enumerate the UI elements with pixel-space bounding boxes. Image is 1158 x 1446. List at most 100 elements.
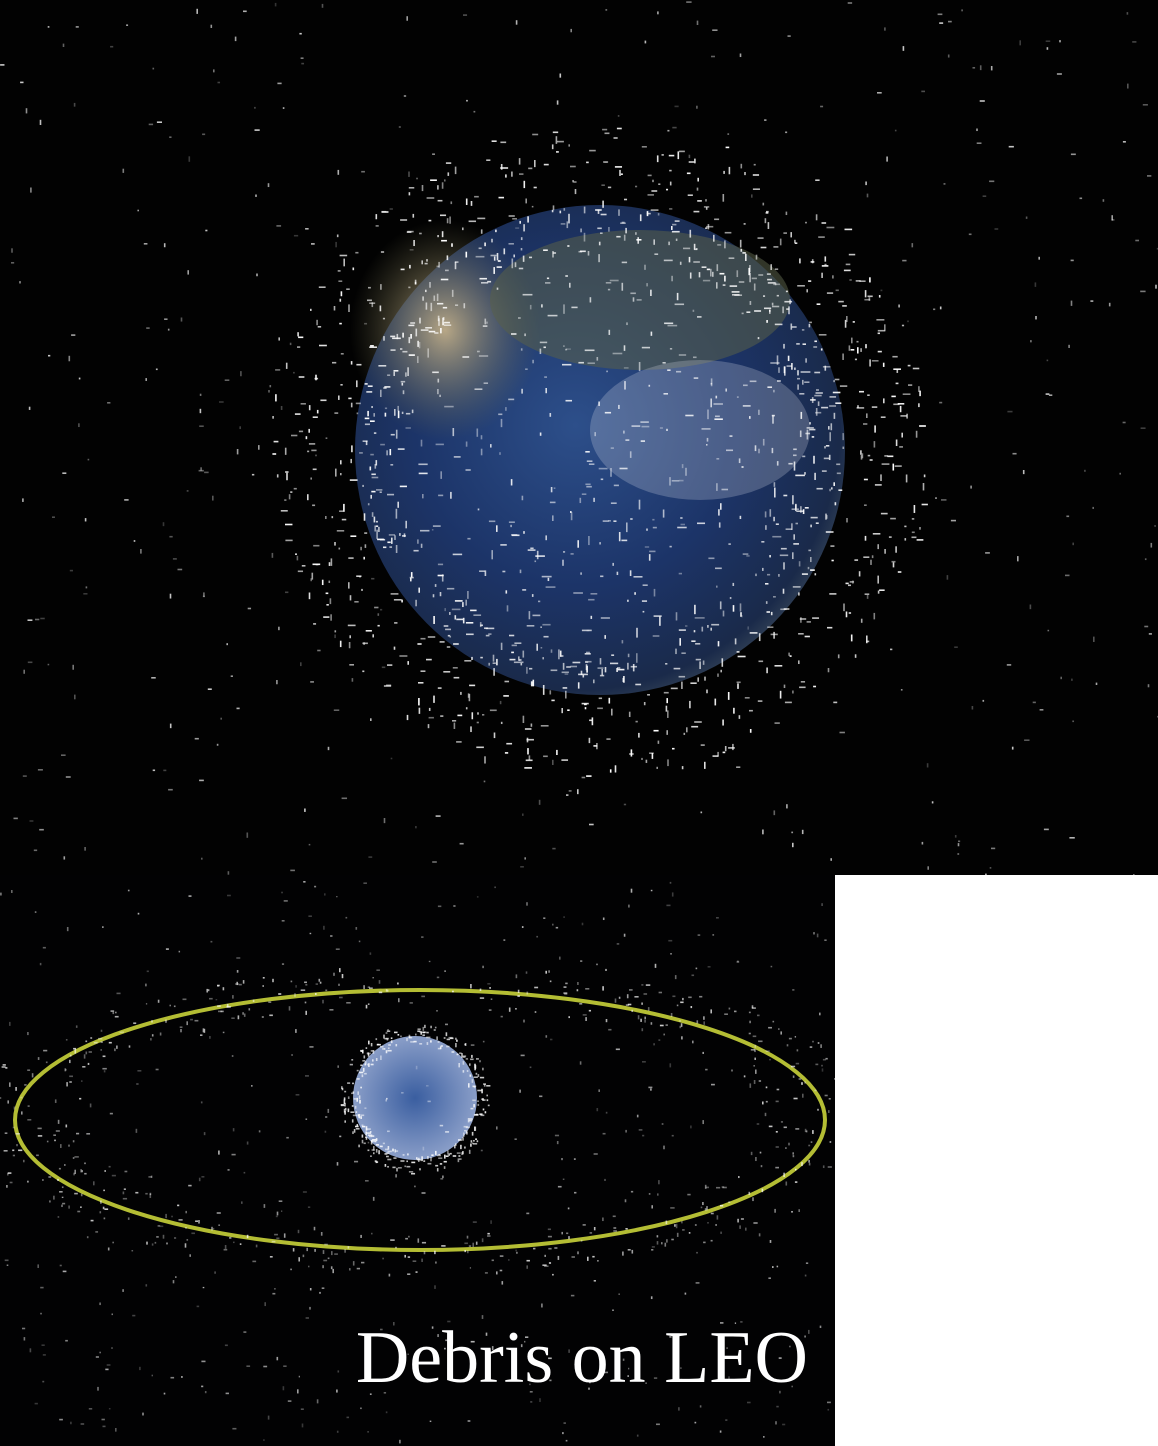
- debris: [340, 473, 342, 475]
- debris: [786, 804, 788, 808]
- debris: [900, 415, 907, 417]
- debris: [470, 610, 476, 612]
- debris: [493, 668, 495, 676]
- debris: [217, 1005, 221, 1007]
- debris: [750, 301, 752, 305]
- debris: [1012, 747, 1014, 750]
- debris: [677, 527, 687, 529]
- debris: [804, 381, 809, 383]
- debris: [829, 455, 831, 460]
- debris: [278, 993, 281, 995]
- debris: [679, 1020, 681, 1022]
- debris: [820, 1044, 822, 1048]
- debris: [308, 1206, 310, 1208]
- debris: [42, 1381, 44, 1383]
- debris: [612, 563, 614, 566]
- debris: [681, 682, 683, 689]
- debris: [589, 824, 594, 826]
- debris: [641, 984, 643, 986]
- debris: [429, 282, 431, 288]
- debris: [398, 448, 405, 450]
- debris: [155, 1242, 157, 1244]
- debris: [317, 1399, 319, 1403]
- debris: [611, 654, 614, 656]
- debris: [334, 709, 339, 711]
- debris: [68, 1206, 70, 1209]
- debris: [277, 474, 279, 477]
- debris: [293, 1248, 295, 1251]
- debris: [830, 858, 832, 861]
- debris: [813, 932, 815, 934]
- debris: [81, 1194, 83, 1197]
- debris: [47, 1141, 49, 1143]
- debris: [732, 744, 734, 750]
- debris: [136, 1129, 138, 1133]
- debris: [863, 556, 869, 558]
- debris: [716, 458, 719, 460]
- debris: [487, 983, 490, 985]
- debris: [597, 1108, 599, 1111]
- debris: [366, 1005, 368, 1009]
- debris: [429, 331, 436, 333]
- debris: [444, 970, 446, 971]
- debris: [628, 905, 630, 908]
- debris: [872, 360, 879, 362]
- debris: [73, 1157, 75, 1159]
- debris: [240, 1243, 242, 1245]
- debris: [388, 1044, 391, 1046]
- debris: [81, 1170, 83, 1172]
- debris: [570, 666, 577, 668]
- debris: [443, 317, 445, 320]
- debris: [634, 576, 643, 578]
- debris: [133, 1022, 136, 1024]
- debris: [471, 1108, 474, 1110]
- debris: [421, 996, 425, 998]
- debris: [985, 874, 987, 879]
- debris: [305, 1075, 309, 1077]
- debris: [20, 1097, 22, 1099]
- debris: [839, 1126, 843, 1128]
- debris: [855, 359, 857, 361]
- debris: [509, 635, 514, 637]
- debris: [438, 1157, 442, 1159]
- debris: [467, 538, 470, 540]
- debris: [786, 528, 792, 530]
- debris: [768, 1027, 772, 1029]
- debris: [699, 272, 701, 277]
- debris: [544, 376, 547, 378]
- debris: [371, 1064, 374, 1066]
- debris: [367, 300, 372, 302]
- debris: [417, 643, 421, 645]
- debris: [723, 284, 726, 286]
- debris: [653, 239, 655, 244]
- debris: [264, 1204, 266, 1208]
- debris: [593, 498, 595, 502]
- debris: [766, 1101, 768, 1103]
- debris: [906, 414, 908, 419]
- debris: [328, 1109, 330, 1113]
- debris: [814, 1090, 816, 1092]
- debris: [487, 1099, 489, 1101]
- debris: [89, 1051, 92, 1053]
- debris: [664, 692, 669, 694]
- debris: [392, 338, 401, 340]
- debris: [413, 240, 415, 246]
- debris: [653, 1043, 655, 1045]
- debris: [413, 1260, 417, 1262]
- debris: [315, 455, 317, 457]
- debris: [577, 1251, 579, 1254]
- debris: [808, 1330, 810, 1334]
- debris: [324, 1244, 328, 1246]
- debris: [429, 708, 431, 711]
- debris: [869, 297, 871, 301]
- debris: [474, 196, 479, 198]
- debris: [437, 303, 443, 305]
- debris: [767, 626, 773, 628]
- debris: [672, 996, 675, 998]
- debris: [753, 174, 759, 176]
- debris: [516, 20, 518, 24]
- debris: [385, 1099, 387, 1101]
- debris: [821, 273, 823, 278]
- debris: [2, 1066, 6, 1068]
- debris: [360, 1235, 362, 1238]
